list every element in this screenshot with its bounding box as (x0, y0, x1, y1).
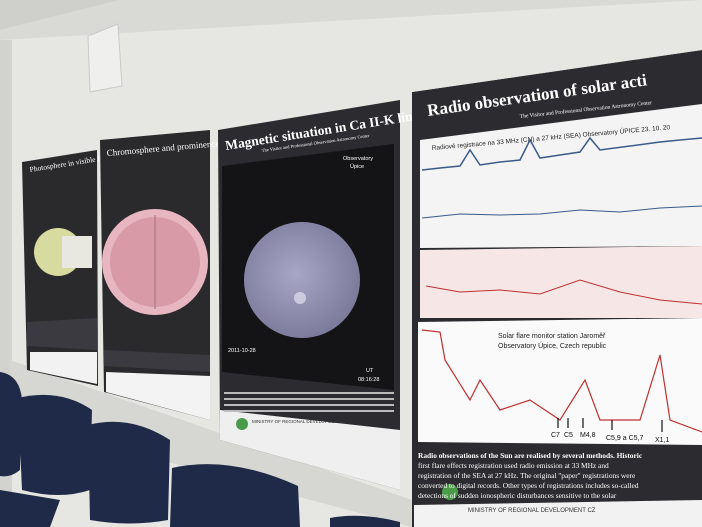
flare-label: M4,8 (580, 432, 596, 439)
paragraph-line: registration of the SEA at 27 kHz. The o… (418, 471, 636, 480)
flare-label: C5 (564, 432, 573, 439)
paragraph-line: detections of sudden ionospheric disturb… (418, 491, 617, 500)
ledge (10, 360, 412, 527)
label: Úpice (350, 163, 364, 170)
wall-speaker (87, 23, 123, 93)
poster-1: Photosphere in visible light (22, 150, 112, 386)
label: UT (366, 368, 374, 374)
poster-3: Magnetic situation in Ca II-K line The V… (218, 100, 419, 490)
label: 08:16:28 (358, 377, 379, 383)
paragraph-line: first flare effects registration used ra… (418, 461, 609, 470)
monitor-caption: Observatory Úpice, Czech republic (498, 341, 607, 350)
label: Observatory (343, 156, 373, 162)
paragraph-line: converted to digital records. Other type… (418, 481, 639, 490)
flare-label: X1,1 (655, 437, 670, 444)
sponsor: MINISTRY OF REGIONAL DEVELOPMENT CZ (468, 508, 596, 514)
flare-label: C7 (551, 432, 560, 439)
label: 2011-10-28 (228, 348, 256, 354)
sponsor: MINISTRY OF REGIONAL DEVELOPMENT CZ (252, 419, 348, 424)
poster-4: Radio observation of solar acti The Visi… (412, 50, 702, 527)
monitor-caption: Solar flare monitor station Jaroměř (498, 333, 606, 340)
ceiling-edge (0, 0, 702, 40)
flare-label: C5,9 a C5,7 (606, 435, 643, 442)
chairs (0, 372, 400, 527)
paragraph-line: Radio observations of the Sun are realis… (418, 451, 643, 460)
poster-2: Chromosphere and prominences (100, 130, 224, 420)
